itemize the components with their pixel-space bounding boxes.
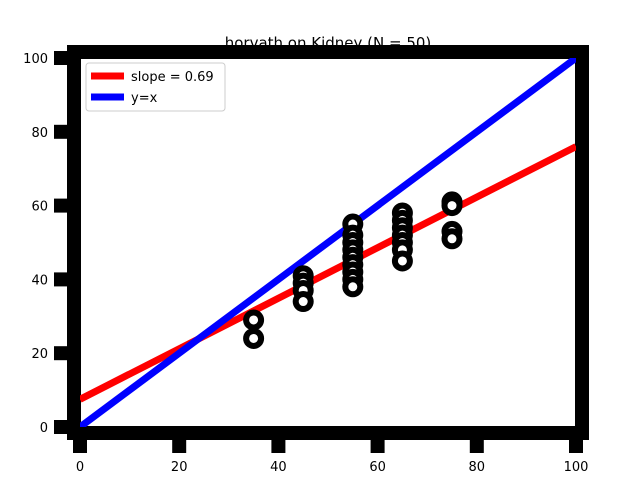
y-tick-mark <box>54 124 74 139</box>
legend-label: y=x <box>131 91 158 106</box>
x-tick-label: 80 <box>469 460 486 475</box>
legend-label: slope = 0.69 <box>131 70 214 85</box>
data-point <box>391 250 413 272</box>
data-point <box>441 228 463 250</box>
data-point <box>342 276 364 298</box>
x-tick-mark <box>271 433 286 453</box>
y-tick-label: 0 <box>40 421 48 436</box>
y-tick-mark <box>54 346 74 361</box>
y-tick-label: 40 <box>31 273 48 288</box>
data-point <box>243 309 265 331</box>
x-tick-mark <box>172 433 187 453</box>
data-points <box>243 191 463 349</box>
x-tick-label: 60 <box>369 460 386 475</box>
y-tick-label: 60 <box>31 200 48 215</box>
x-tick-mark <box>73 433 87 453</box>
y-tick-mark <box>54 51 74 65</box>
data-point <box>243 327 265 349</box>
x-tick-label: 40 <box>270 460 287 475</box>
y-tick-label: 100 <box>23 52 48 67</box>
y-tick-mark <box>54 272 74 287</box>
x-tick-mark <box>569 433 583 453</box>
data-point <box>441 195 463 217</box>
x-tick-label: 100 <box>564 460 589 475</box>
x-tick-label: 0 <box>76 460 84 475</box>
x-tick-mark <box>469 433 484 453</box>
x-tick-mark <box>370 433 385 453</box>
x-tick-label: 20 <box>171 460 188 475</box>
fit-lines <box>80 58 576 427</box>
y-tick-mark <box>54 198 74 213</box>
axis-ticks: 0 20 40 60 80 100 0 20 40 60 80 100 <box>23 51 588 475</box>
plot-border <box>67 45 589 440</box>
series-line-slope <box>80 143 576 403</box>
series-line-identity <box>80 58 576 427</box>
data-point <box>292 291 314 313</box>
plot-frame <box>67 45 589 440</box>
y-tick-label: 20 <box>31 347 48 362</box>
y-tick-label: 80 <box>31 126 48 141</box>
y-tick-mark <box>54 420 74 434</box>
legend: slope = 0.69 y=x <box>85 62 226 112</box>
